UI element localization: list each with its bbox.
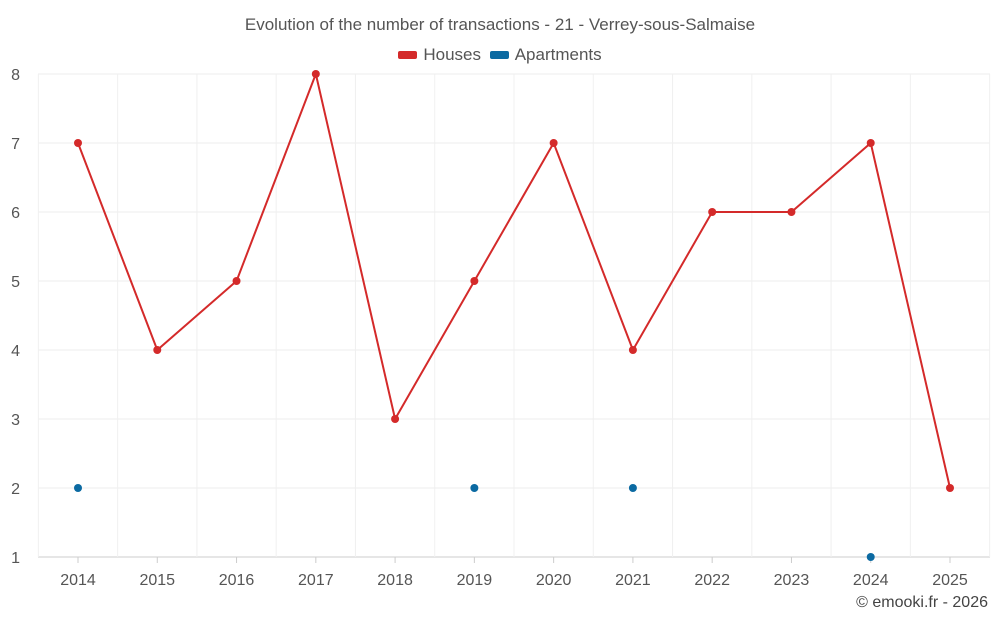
legend-label-houses: Houses [423, 45, 481, 64]
data-point-houses [708, 208, 717, 216]
data-point-houses [311, 70, 320, 78]
data-point-apartments [470, 484, 479, 492]
data-point-houses [74, 139, 82, 147]
x-tick-label: 2024 [853, 572, 889, 589]
y-tick-label: 1 [11, 550, 20, 567]
y-tick-label: 8 [11, 67, 20, 84]
data-point-houses [787, 208, 796, 216]
legend-label-apartments: Apartments [514, 45, 602, 64]
y-tick-label: 5 [11, 274, 20, 291]
chart-title: Evolution of the number of transactions … [244, 15, 756, 34]
data-point-houses [946, 484, 954, 492]
legend-swatch-apartments [489, 50, 509, 59]
y-tick-label: 4 [11, 343, 20, 360]
data-point-houses [391, 415, 400, 423]
data-point-houses [549, 139, 558, 147]
x-tick-label: 2022 [694, 572, 730, 589]
x-tick-label: 2014 [60, 572, 96, 589]
legend: Houses Apartments [0, 45, 1000, 65]
x-tick-label: 2019 [457, 572, 493, 589]
data-point-houses [232, 277, 241, 285]
x-tick-label: 2015 [139, 572, 175, 589]
data-point-houses [866, 139, 875, 147]
data-point-apartments [628, 484, 637, 492]
x-tick-label: 2025 [932, 572, 968, 589]
x-tick-label: 2016 [219, 572, 255, 589]
x-tick-label: 2020 [536, 572, 572, 589]
data-point-houses [628, 346, 637, 354]
data-point-apartments [74, 484, 82, 492]
x-tick-label: 2018 [377, 572, 413, 589]
y-tick-label: 6 [11, 205, 20, 222]
data-point-houses [153, 346, 162, 354]
legend-swatch-houses [398, 50, 418, 59]
x-tick-label: 2023 [774, 572, 810, 589]
data-point-houses [470, 277, 479, 285]
y-tick-label: 3 [11, 412, 20, 429]
credit-text: © emooki.fr - 2026 [856, 594, 988, 611]
y-tick-label: 7 [11, 136, 20, 153]
x-tick-label: 2021 [615, 572, 651, 589]
x-tick-label: 2017 [298, 572, 334, 589]
legend-item-houses[interactable]: Houses [398, 45, 481, 65]
series-line-houses [77, 73, 951, 489]
legend-item-apartments[interactable]: Apartments [489, 45, 602, 65]
data-point-apartments [866, 553, 875, 561]
y-tick-label: 2 [11, 481, 20, 498]
